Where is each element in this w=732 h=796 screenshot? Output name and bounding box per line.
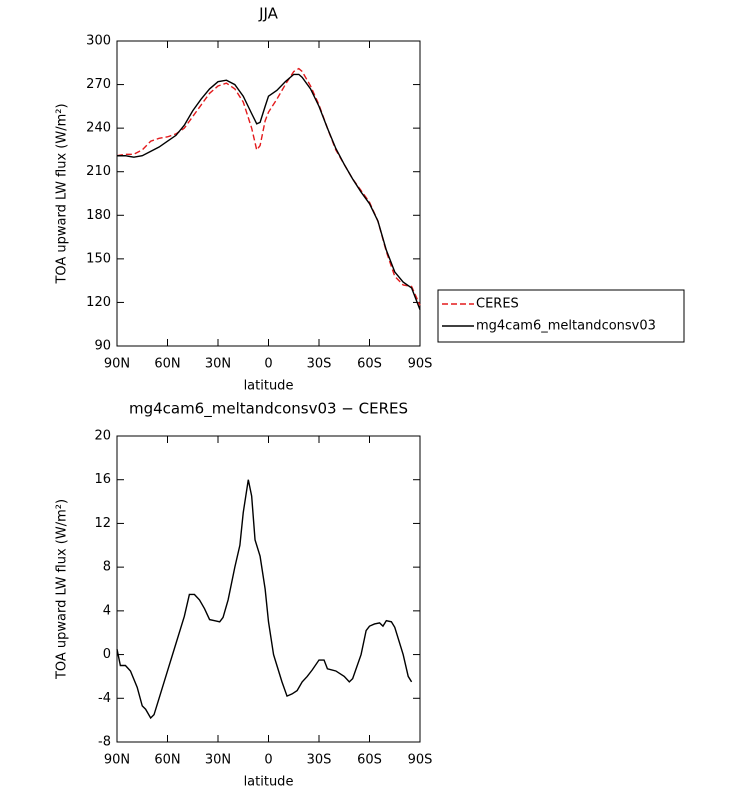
y-axis-label: TOA upward LW flux (W/m²) <box>55 103 70 284</box>
y-tick-label: 16 <box>94 472 111 487</box>
legend-label: CERES <box>476 297 519 312</box>
legend-label: mg4cam6_meltandconsv03 <box>476 319 656 334</box>
y-tick-label: -8 <box>98 735 111 750</box>
chart-title: JJA <box>258 5 279 23</box>
x-axis-label: latitude <box>244 379 294 394</box>
data-line <box>117 73 421 310</box>
x-tick-label: 90S <box>408 753 433 768</box>
y-tick-label: 120 <box>86 295 111 310</box>
x-tick-label: 90N <box>104 357 130 372</box>
x-tick-label: 60S <box>357 357 382 372</box>
y-tick-label: 300 <box>86 34 111 49</box>
x-tick-label: 60N <box>154 357 180 372</box>
plot-frame <box>116 40 421 347</box>
x-tick-label: 60S <box>357 753 382 768</box>
y-tick-label: 180 <box>86 208 111 223</box>
x-tick-label: 30S <box>307 357 332 372</box>
data-line <box>116 67 421 306</box>
x-tick-label: 0 <box>264 357 272 372</box>
y-tick-label: -4 <box>98 691 111 706</box>
x-tick-label: 0 <box>264 753 272 768</box>
x-tick-label: 60N <box>154 753 180 768</box>
y-axis-label: TOA upward LW flux (W/m²) <box>55 499 70 680</box>
y-tick-label: 270 <box>86 77 111 92</box>
y-tick-label: 0 <box>103 647 111 662</box>
x-tick-label: 30S <box>307 753 332 768</box>
x-tick-label: 30N <box>205 753 231 768</box>
y-tick-label: 150 <box>86 251 111 266</box>
y-tick-label: 12 <box>94 516 111 531</box>
x-axis-label: latitude <box>244 775 294 790</box>
x-tick-label: 90N <box>104 753 130 768</box>
x-tick-label: 90S <box>408 357 433 372</box>
data-line <box>116 479 413 720</box>
chart-title: mg4cam6_meltandconsv03 − CERES <box>129 400 408 419</box>
y-tick-label: 210 <box>86 164 111 179</box>
legend-box <box>437 289 685 343</box>
plot-frame <box>116 435 421 743</box>
y-tick-label: 90 <box>94 339 111 354</box>
y-tick-label: 20 <box>94 429 111 444</box>
y-tick-label: 240 <box>86 121 111 136</box>
y-tick-label: 8 <box>103 560 111 575</box>
y-tick-label: 4 <box>103 603 111 618</box>
x-tick-label: 30N <box>205 357 231 372</box>
